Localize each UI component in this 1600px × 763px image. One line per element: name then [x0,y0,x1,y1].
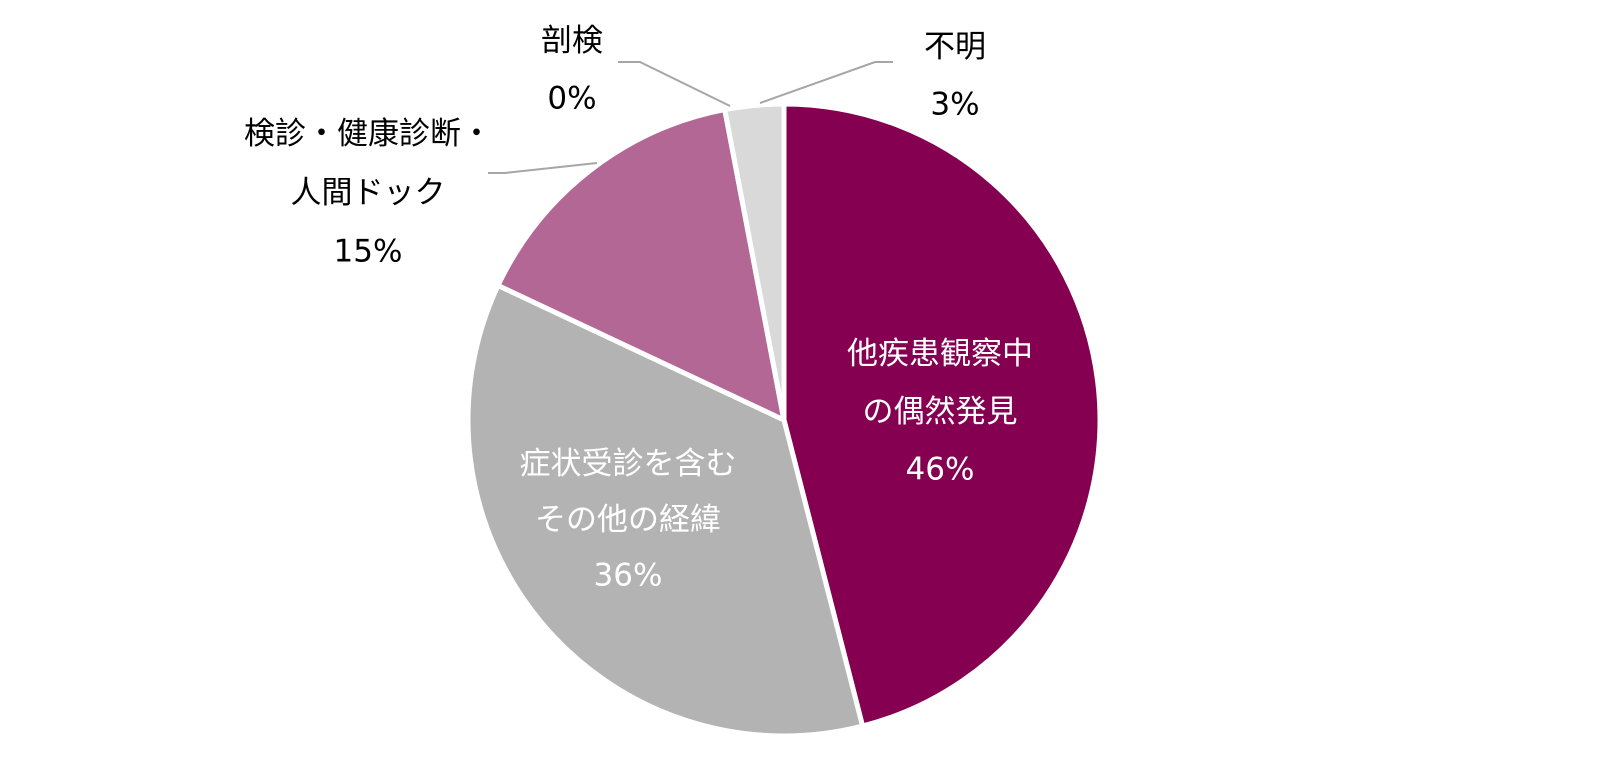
leader-line [488,162,598,174]
pie-slice [495,107,787,423]
leader-lines [488,61,893,174]
value-label: 0% [547,81,596,117]
pie-slice [722,101,787,423]
category-label: 剖検 [541,23,603,59]
category-label: 不明 [924,29,986,65]
category-label: 他疾患観察中の偶然発見 [847,336,1033,430]
category-label: 検診・健康診断・人間ドック [244,116,492,211]
pie-slice [781,101,1103,729]
pie [465,101,1103,739]
value-label: 15% [334,234,403,270]
value-label: 36% [594,558,663,594]
value-label: 3% [930,87,979,123]
leader-line [759,61,893,104]
pie-slice [465,282,866,739]
labels: 他疾患観察中の偶然発見 46% 症状受診を含むその他の経緯 36% 検診・健康診断・人間… [244,23,1033,594]
value-label: 46% [906,452,975,488]
leader-line [618,61,731,107]
category-label: 症状受診を含むその他の経緯 [520,446,737,538]
